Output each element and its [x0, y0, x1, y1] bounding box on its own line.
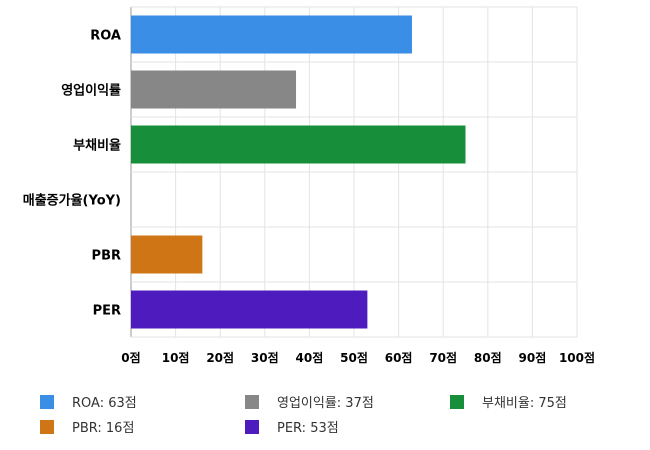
legend-swatch — [245, 419, 259, 434]
category-label: 매출증가율(YoY) — [23, 193, 121, 209]
bar — [131, 15, 412, 54]
legend-swatch — [40, 419, 54, 434]
x-tick-label: 80점 — [474, 350, 502, 365]
x-tick-label: 50점 — [340, 350, 368, 365]
x-tick-label: 30점 — [251, 350, 279, 365]
bar — [131, 125, 466, 164]
legend-item: 부채비율: 75점 — [450, 392, 567, 411]
bar — [131, 235, 203, 274]
legend-item: ROA: 63점 — [40, 392, 137, 411]
legend-label: 부채비율: 75점 — [482, 396, 567, 411]
legend-label: ROA: 63점 — [72, 396, 137, 411]
legend-label: PBR: 16점 — [72, 421, 135, 436]
legend-item: 영업이익률: 37점 — [245, 392, 374, 411]
grid — [130, 6, 578, 338]
bars — [131, 15, 466, 329]
legend-swatch — [245, 394, 259, 409]
category-label: 영업이익률 — [61, 83, 121, 99]
x-tick-label: 60점 — [385, 350, 413, 365]
category-label: PBR — [92, 249, 121, 264]
x-tick-label: 20점 — [206, 350, 234, 365]
category-label: PER — [93, 304, 121, 319]
legend-item: PBR: 16점 — [40, 417, 134, 436]
x-tick-label: 10점 — [162, 350, 190, 365]
legend-swatch — [450, 394, 464, 409]
bar — [131, 70, 297, 109]
legend-swatch — [40, 394, 54, 409]
x-tick-label: 70점 — [429, 350, 457, 365]
legend-item: PER: 53점 — [245, 417, 339, 436]
legend-label: 영업이익률: 37점 — [277, 396, 374, 411]
bar — [131, 290, 368, 329]
x-tick-label: 90점 — [519, 350, 547, 365]
category-label: ROA — [90, 29, 121, 44]
x-tick-label: 100점 — [559, 350, 595, 365]
legend-label: PER: 53점 — [277, 421, 339, 436]
x-tick-label: 0점 — [121, 350, 140, 365]
category-label: 부채비율 — [73, 138, 121, 154]
x-tick-label: 40점 — [296, 350, 324, 365]
x-tick-labels: 0점 10점 20점 30점 40점 50점 60점 70점 80점 90점 100점 — [121, 350, 595, 365]
